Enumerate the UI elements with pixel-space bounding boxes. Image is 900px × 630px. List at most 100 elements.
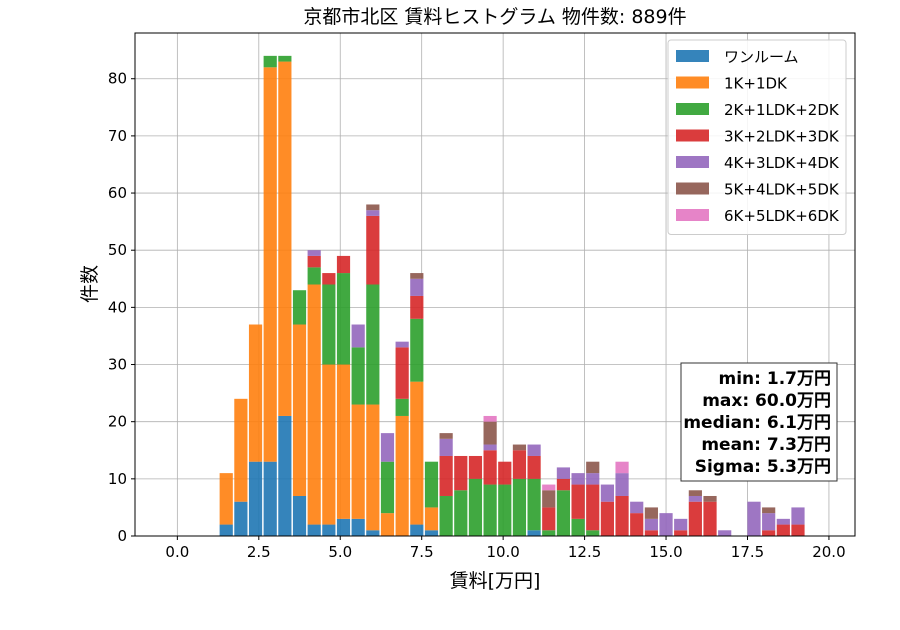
legend-swatch (676, 50, 709, 62)
chart-title: 京都市北区 賃料ヒストグラム 物件数: 889件 (303, 6, 686, 28)
bar-segment (586, 473, 600, 485)
bar-segment (336, 364, 351, 519)
bar-segment (498, 461, 512, 485)
bar-segment (454, 455, 468, 491)
bar-segment (644, 518, 658, 531)
bar-segment (527, 478, 541, 531)
bar-segment (615, 495, 629, 536)
bar-segment (322, 284, 336, 365)
x-tick-label: 5.0 (328, 543, 352, 561)
bar-segment (703, 501, 717, 536)
bar-segment (659, 513, 673, 536)
bar-segment (468, 478, 483, 536)
bar-segment (776, 524, 790, 536)
bar-segment (498, 484, 512, 536)
legend-frame (667, 39, 847, 235)
stats-line: min: 1.7万円 (719, 369, 831, 389)
bar-segment (600, 484, 614, 502)
bar-segment (542, 490, 556, 508)
bar-segment (292, 495, 307, 536)
bar-segment (410, 524, 424, 536)
bar-segment (571, 518, 585, 536)
bar-segment (322, 364, 336, 525)
bar-segment (439, 495, 453, 536)
bar-segment (762, 513, 776, 531)
bar-segment (336, 518, 351, 536)
bar-segment (351, 404, 365, 519)
bar-segment (439, 455, 453, 496)
bar-segment (307, 267, 321, 285)
legend-swatch (676, 103, 709, 115)
bar-segment (586, 461, 600, 474)
bar-segment (395, 347, 409, 399)
x-tick-label: 12.5 (568, 543, 601, 561)
bar-segment (366, 284, 380, 405)
bar-segment (322, 273, 336, 285)
y-axis-label: 件数 (79, 265, 101, 303)
bar-segment (307, 250, 321, 256)
legend-label: 4K+3LDK+4DK (724, 154, 840, 172)
stats-line: max: 60.0万円 (702, 391, 831, 411)
bar-segment (644, 507, 658, 519)
bar-segment (234, 398, 248, 502)
legend-swatch (676, 156, 709, 168)
legend-swatch (676, 76, 709, 89)
bar-segment (292, 324, 307, 496)
bar-segment (439, 433, 453, 439)
y-tick-label: 30 (108, 356, 127, 374)
bar-segment (263, 67, 277, 462)
x-tick-label: 17.5 (731, 543, 764, 561)
bar-segment (366, 404, 380, 531)
bar-segment (424, 507, 439, 531)
x-axis-ticks: 0.0 2.5 5.0 7.5 10.0 12.5 15.0 17.5 20.0 (165, 536, 846, 561)
bar-segment (322, 524, 336, 536)
bar-segment (410, 295, 424, 319)
bar-segment (410, 273, 424, 279)
bar-segment (248, 324, 263, 462)
bar-segment (366, 210, 380, 216)
bar-segment (542, 530, 556, 536)
bar-segment (278, 55, 292, 62)
bar-segment (747, 501, 761, 536)
bar-segment (410, 318, 424, 382)
bar-segment (366, 530, 380, 536)
bar-segment (703, 495, 717, 502)
legend-swatch (676, 129, 709, 142)
y-tick-label: 60 (108, 184, 127, 202)
bar-segment (688, 501, 702, 536)
bar-segment (424, 461, 439, 508)
bar-segment (366, 215, 380, 285)
stats-frame (680, 362, 838, 482)
x-tick-label: 20.0 (812, 543, 845, 561)
bar-segment (718, 530, 732, 536)
stats-line: mean: 7.3万円 (701, 435, 831, 455)
bar-segment (307, 255, 321, 268)
bar-segment (380, 461, 395, 514)
bar-segment (571, 473, 585, 485)
bar-segment (483, 421, 497, 445)
bar-segment (483, 444, 497, 451)
y-tick-label: 10 (108, 470, 127, 488)
x-tick-label: 2.5 (247, 543, 271, 561)
bar-segment (556, 478, 571, 491)
bar-segment (336, 255, 351, 274)
bar-segment (410, 381, 424, 525)
stats-line: Sigma: 5.3万円 (695, 457, 831, 477)
bar-segment (395, 341, 409, 348)
legend-label: 3K+2LDK+3DK (724, 128, 840, 146)
bar-segment (336, 273, 351, 365)
bar-segment (674, 530, 688, 536)
legend-label: 2K+1LDK+2DK (724, 101, 840, 119)
bar-segment (468, 455, 483, 479)
bar-segment (586, 484, 600, 531)
bar-segment (424, 530, 439, 536)
bar-segment (600, 501, 614, 536)
legend-label: ワンルーム (724, 48, 799, 66)
x-tick-label: 0.0 (165, 543, 189, 561)
bar-segment (351, 324, 365, 348)
bar-segment (278, 61, 292, 416)
y-tick-label: 50 (108, 241, 127, 259)
bar-segment (483, 484, 497, 536)
y-tick-label: 20 (108, 413, 127, 431)
bar-segment (410, 278, 424, 296)
